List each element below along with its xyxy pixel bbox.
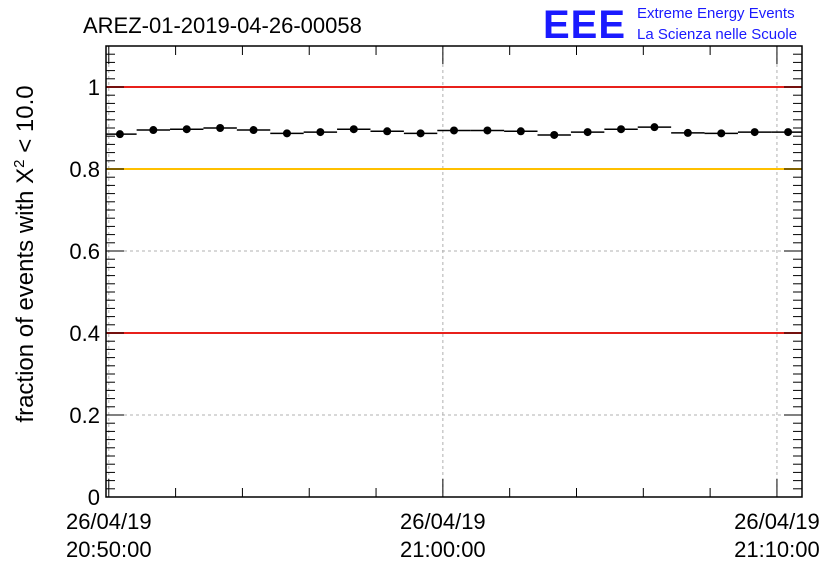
- plot-frame: [105, 45, 803, 498]
- y-tick-label: 1: [88, 75, 100, 100]
- x-tick-time-label: 21:00:00: [400, 537, 486, 562]
- tick-labels: 0 0.2 0.4 0.6 0.8 1 26/04/19 20:50:00 26/04/19 21…: [66, 75, 820, 562]
- x-tick-time-label: 21:10:00: [734, 537, 820, 562]
- data-point: [650, 123, 659, 132]
- data-point: [550, 130, 559, 139]
- data-point: [450, 126, 458, 135]
- y-tick-label: 0.6: [69, 239, 100, 264]
- data-point: [483, 126, 492, 135]
- data-point: [516, 127, 525, 136]
- threshold-lines: [106, 86, 802, 334]
- y-axis-label-exponent: 2: [11, 159, 28, 167]
- x-tick-date-label: 26/04/19: [66, 509, 152, 534]
- data-point: [683, 128, 692, 137]
- x-tick-date-label: 26/04/19: [734, 509, 820, 534]
- y-tick-label: 0: [88, 485, 100, 510]
- eee-logo-line1: Extreme Energy Events: [637, 5, 795, 22]
- data-point: [249, 126, 258, 135]
- data-point: [216, 124, 225, 132]
- x-tick-date-label: 26/04/19: [400, 509, 486, 534]
- y-tick-label: 0.8: [69, 157, 100, 182]
- eee-logo-line2: La Scienza nelle Scuole: [637, 26, 797, 43]
- data-point: [383, 127, 392, 136]
- data-point: [349, 125, 358, 134]
- data-point: [115, 130, 124, 139]
- data-point: [282, 129, 291, 138]
- axis-ticks: [106, 45, 802, 498]
- data-point: [416, 129, 425, 138]
- eee-logo-mark: EEE: [543, 3, 626, 47]
- data-point: [784, 128, 793, 137]
- x-tick-time-label: 20:50:00: [66, 537, 152, 562]
- y-axis-label: fraction of events with X2 < 10.0: [11, 85, 39, 422]
- grid-lines: [106, 46, 802, 497]
- data-point: [149, 126, 158, 135]
- y-tick-label: 0.4: [69, 321, 100, 346]
- y-axis-label-suffix: < 10.0: [12, 85, 39, 159]
- data-point: [617, 125, 626, 134]
- y-axis-label-symbol: X: [12, 168, 39, 184]
- data-point: [583, 128, 592, 137]
- y-axis-label-prefix: fraction of events with: [12, 184, 39, 423]
- data-series: [106, 123, 802, 139]
- data-point: [316, 128, 325, 137]
- data-point: [750, 128, 759, 137]
- eee-logo: EEE Extreme Energy Events La Scienza nel…: [543, 3, 797, 47]
- y-tick-label: 0.2: [69, 403, 100, 428]
- chart-title: AREZ-01-2019-04-26-00058: [83, 13, 362, 38]
- data-point: [717, 129, 726, 138]
- data-point: [182, 125, 191, 134]
